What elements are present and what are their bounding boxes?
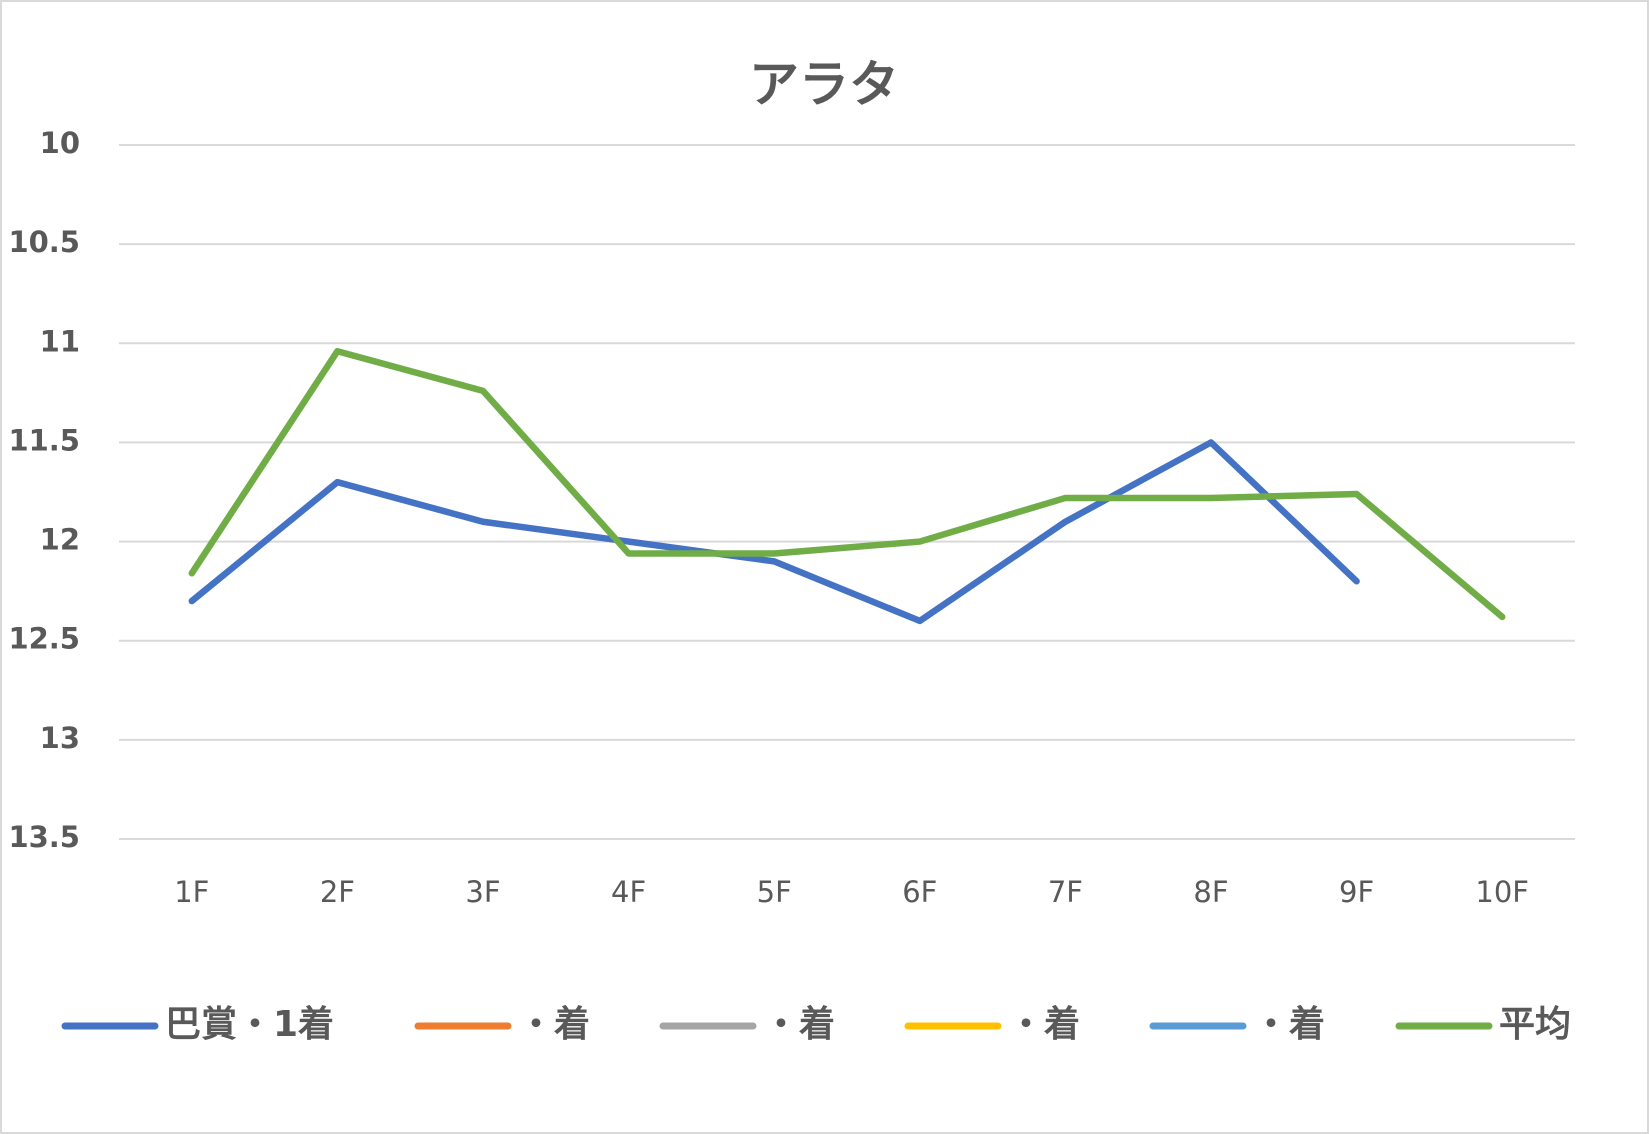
chart-title: アラタ [749,56,899,114]
x-tick-label: 10F [1475,875,1529,909]
x-tick-label: 9F [1339,875,1374,909]
series-line [188,439,1360,625]
y-tick-label: 11 [40,324,80,358]
y-tick-label: 13 [40,721,80,755]
legend-label: ・着 [763,1004,835,1045]
legend-label: 平均 [1499,1004,1571,1045]
y-tick-label: 11.5 [8,423,80,457]
x-tick-label: 7F [1048,875,1083,909]
series-line [188,347,1506,621]
y-tick-label: 10 [40,126,80,160]
x-tick-label: 8F [1193,875,1228,909]
x-tick-label: 2F [320,875,355,909]
legend-label: ・着 [1008,1004,1080,1045]
y-tick-label: 12 [40,523,80,557]
legend-label: ・着 [518,1004,590,1045]
legend-label: ・着 [1253,1004,1325,1045]
x-tick-label: 3F [465,875,500,909]
y-tick-label: 12.5 [8,622,80,656]
x-tick-label: 1F [174,875,209,909]
x-tick-label: 4F [611,875,646,909]
y-tick-label: 13.5 [8,820,80,854]
legend-label: 巴賞・1着 [165,1004,334,1045]
x-tick-label: 6F [902,875,937,909]
x-tick-label: 5F [757,875,792,909]
y-tick-label: 10.5 [8,225,80,259]
